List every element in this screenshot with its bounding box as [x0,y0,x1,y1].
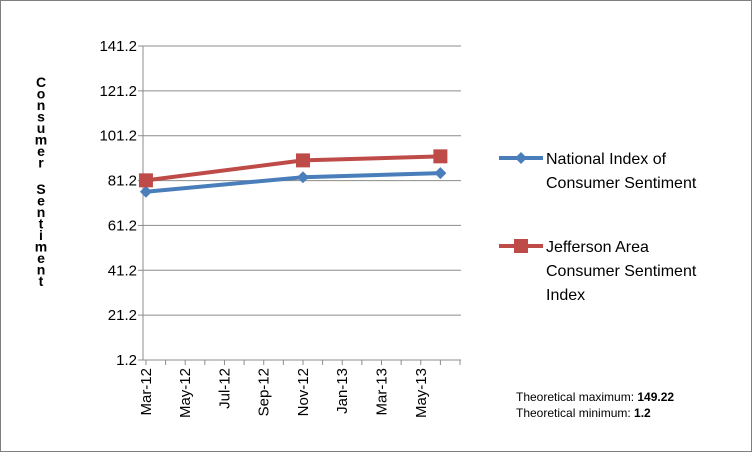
y-tick-label: 141.2 [99,38,137,55]
legend-label: Consumer Sentiment [546,175,697,192]
y-tick-label: 101.2 [99,128,137,145]
y-tick-label: 81.2 [108,173,137,190]
theoretical-maximum-note: Theoretical maximum: 149.22 [516,390,674,404]
y-tick-label: 1.2 [116,352,137,369]
data-point [295,153,310,168]
legend-marker [514,239,528,253]
y-tick-label: 21.2 [108,307,137,324]
legend-label: Index [546,287,585,304]
x-tick-label: Jul-12 [216,368,233,409]
data-point [433,149,448,164]
y-tick-label: 61.2 [108,217,137,234]
x-tick-label: Sep-12 [256,368,273,416]
data-point [138,173,153,188]
legend-marker [515,152,527,164]
data-point [296,171,309,184]
x-tick-label: Mar-13 [374,368,391,416]
legend-label: National Index of [546,151,667,168]
legend-label: Consumer Sentiment [546,263,697,280]
x-tick-label: May-12 [177,368,194,418]
theoretical-minimum-note: Theoretical minimum: 1.2 [516,406,651,420]
y-tick-label: 41.2 [108,262,137,279]
x-tick-label: Nov-12 [295,368,312,416]
y-tick-label: 121.2 [99,83,137,100]
x-tick-label: Jan-13 [334,368,351,414]
data-point [139,185,152,198]
x-tick-label: Mar-12 [138,368,155,416]
x-tick-label: May-13 [413,368,430,418]
legend-label: Jefferson Area [546,239,649,256]
data-point [434,167,447,180]
